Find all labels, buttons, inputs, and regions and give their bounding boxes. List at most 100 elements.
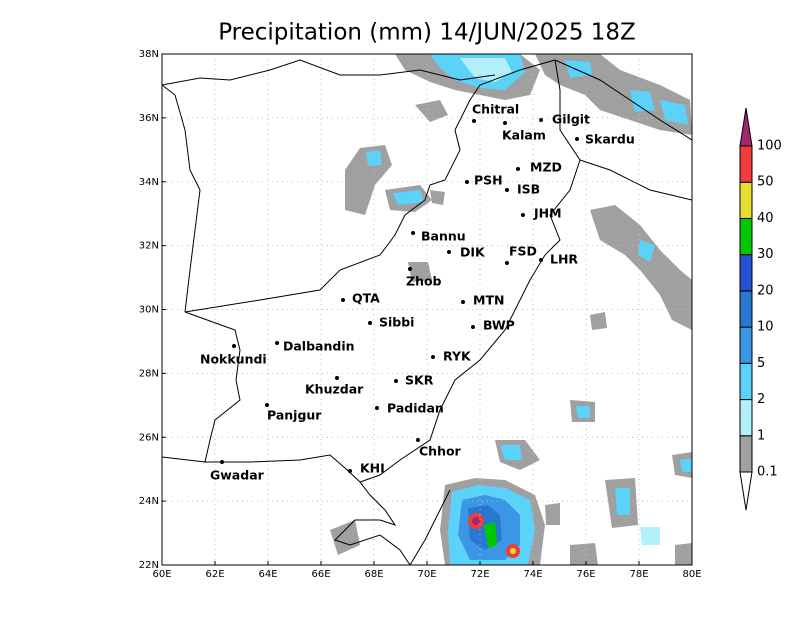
- colorbar-label: 30: [757, 247, 774, 262]
- lon-label: 70E: [417, 569, 436, 580]
- city-label: Dalbandin: [283, 339, 355, 354]
- city-dot: [471, 325, 475, 329]
- city-dot: [505, 188, 509, 192]
- city-dot: [220, 460, 224, 464]
- colorbar-label: 10: [757, 320, 774, 335]
- lat-label: 30N: [139, 305, 159, 316]
- lon-label: 66E: [311, 569, 330, 580]
- colorbar-segment: [739, 326, 753, 364]
- title: Precipitation (mm) 14/JUN/2025 18Z: [218, 20, 636, 46]
- city-label: DIK: [460, 245, 486, 260]
- colorbar-segment: [739, 399, 753, 437]
- lon-label: 80E: [682, 569, 701, 580]
- colorbar-label: 5: [757, 356, 765, 371]
- city-dot: [348, 469, 352, 473]
- city-dot: [461, 300, 465, 304]
- city-label: Chitral: [472, 102, 519, 117]
- city-label: FSD: [509, 244, 537, 259]
- city-label: KHI: [360, 461, 385, 476]
- city-label: MTN: [473, 293, 504, 308]
- colorbar-segment: [739, 145, 753, 183]
- city-dot: [368, 321, 372, 325]
- city-dot: [447, 250, 451, 254]
- lon-label: 64E: [258, 569, 277, 580]
- city-label: Gwadar: [210, 468, 265, 483]
- city-dot: [408, 267, 412, 271]
- city-label: Zhob: [406, 274, 442, 289]
- city-dot: [341, 298, 345, 302]
- lat-label: 22N: [139, 560, 159, 571]
- colorbar-segment: [739, 217, 753, 256]
- city-dot: [472, 119, 476, 123]
- city-label: MZD: [530, 160, 562, 175]
- city-label: BWP: [483, 318, 515, 333]
- city-dot: [375, 406, 379, 410]
- lon-label: 62E: [205, 569, 224, 580]
- city-dot: [232, 344, 236, 348]
- city-dot: [575, 137, 579, 141]
- city-label: Khuzdar: [305, 382, 364, 397]
- city-dot: [516, 167, 520, 171]
- colorbar-label: 50: [757, 175, 774, 190]
- city-dot: [265, 403, 269, 407]
- colorbar-segment: [739, 290, 753, 328]
- city-label: JHM: [533, 206, 562, 221]
- lat-label: 24N: [139, 496, 159, 507]
- graticule: 60E 62E 64E 66E 68E 70E 72E 74E 76E 78E 80E 22N 24N 2…: [139, 49, 702, 580]
- city-dot: [394, 379, 398, 383]
- lat-label: 36N: [139, 113, 159, 124]
- lat-label: 34N: [139, 177, 159, 188]
- city-label: Bannu: [421, 229, 466, 244]
- precipitation-field: [330, 54, 692, 565]
- colorbar: 0.1 1 2 5 10 20 30 40 50 100: [739, 107, 782, 511]
- city-dot: [521, 213, 525, 217]
- city-label: QTA: [352, 291, 380, 306]
- city-label: Skardu: [585, 132, 635, 147]
- city-label: LHR: [550, 252, 578, 267]
- city-dot: [431, 355, 435, 359]
- colorbar-label: 0.1: [757, 465, 778, 480]
- lon-label: 72E: [470, 569, 489, 580]
- map-frame: [161, 53, 693, 566]
- city-label: Chhor: [419, 444, 462, 459]
- colorbar-label: 1: [757, 428, 765, 443]
- city-dot: [505, 261, 509, 265]
- city-label: Nokkundi: [200, 352, 267, 367]
- colorbar-under: [739, 471, 753, 511]
- city-label: SKR: [405, 373, 434, 388]
- city-dot: [335, 376, 339, 380]
- lon-label: 68E: [364, 569, 383, 580]
- city-dot: [503, 121, 507, 125]
- city-label: Kalam: [502, 128, 546, 143]
- lat-label: 32N: [139, 241, 159, 252]
- city-label: Sibbi: [379, 315, 414, 330]
- lon-label: 76E: [576, 569, 595, 580]
- colorbar-label: 40: [757, 211, 774, 226]
- colorbar-segment: [739, 181, 753, 219]
- colorbar-segment: [739, 254, 753, 292]
- lon-label: 74E: [523, 569, 542, 580]
- lat-label: 38N: [139, 49, 159, 60]
- city-dot: [465, 180, 469, 184]
- city-dot: [275, 341, 279, 345]
- lat-label: 26N: [139, 432, 159, 443]
- colorbar-label: 2: [757, 392, 765, 407]
- city-dot: [539, 118, 543, 122]
- city-dot: [539, 258, 543, 262]
- borders: [162, 59, 692, 565]
- city-dot: [416, 438, 420, 442]
- colorbar-label: 20: [757, 283, 774, 298]
- city-label: Panjgur: [267, 408, 322, 423]
- colorbar-label: 100: [757, 139, 782, 154]
- colorbar-segment: [739, 435, 753, 473]
- colorbar-over: [739, 107, 753, 147]
- city-label: ISB: [517, 182, 540, 197]
- lon-label: 60E: [152, 569, 171, 580]
- lon-label: 78E: [629, 569, 648, 580]
- city-label: RYK: [443, 349, 472, 364]
- city-label: Gilgit: [552, 112, 590, 127]
- colorbar-segment: [739, 362, 753, 401]
- city-dot: [411, 231, 415, 235]
